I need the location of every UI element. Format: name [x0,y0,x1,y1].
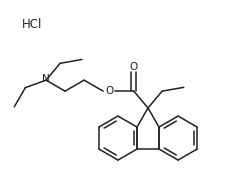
Text: HCl: HCl [22,18,42,31]
Text: O: O [130,62,138,72]
Text: O: O [105,86,113,96]
Text: N: N [42,74,50,84]
